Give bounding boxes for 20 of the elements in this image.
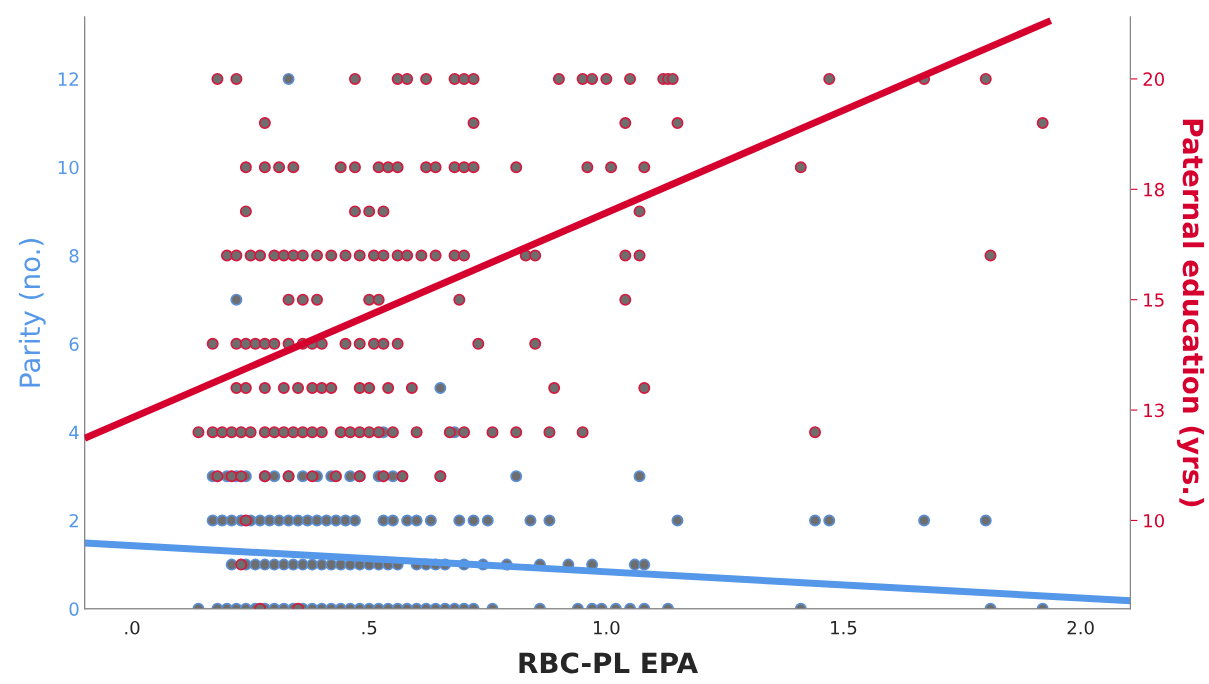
x-axis-title: RBC-PL EPA	[519, 652, 698, 674]
y2-tick-label: 13	[1144, 403, 1164, 418]
y-tick-label: 2	[69, 513, 78, 528]
x-tick-label: 2.0	[1067, 620, 1094, 635]
y-tick-label: 8	[69, 248, 79, 263]
y-tick-label: 0	[69, 602, 79, 616]
x-tick-label: .5	[362, 621, 377, 635]
x-tick-label: 1.0	[593, 620, 620, 635]
y-axis-title: Parity (no.)	[18, 239, 46, 387]
x-tick-label: 1.5	[831, 621, 857, 635]
y2-tick-label: 20	[1143, 72, 1164, 87]
y2-tick-label: 15	[1144, 293, 1164, 307]
y-tick-label: 6	[69, 337, 79, 351]
y2-axis-title: Paternal education (yrs.)	[1176, 119, 1205, 507]
y-tick-label: 12	[58, 72, 78, 86]
y2-tick-label: 18	[1144, 182, 1164, 197]
y-tick-label: 10	[58, 160, 79, 175]
y-tick-label: 4	[69, 425, 79, 439]
y2-tick-label: 10	[1144, 513, 1164, 528]
x-tick-label: .0	[125, 620, 140, 635]
